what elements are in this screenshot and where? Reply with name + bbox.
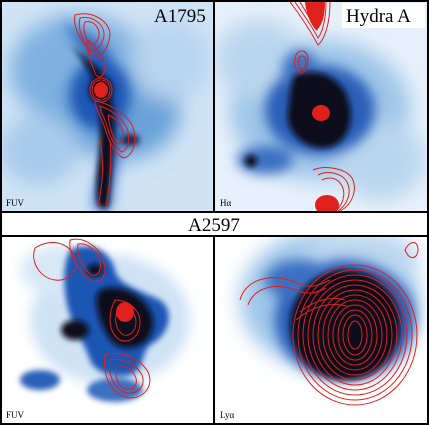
a1795-title: A1795 [154, 6, 206, 27]
a1795-contour-peak [94, 82, 108, 98]
panel-a2597-fuv: FUV [2, 237, 213, 423]
a1795-contour-rings [89, 77, 113, 103]
panel-hydra-a: Hα [215, 2, 427, 211]
a2597-title: A2597 [188, 215, 240, 236]
panel-a2597-lya: Lyα [215, 237, 427, 423]
a2597-lya-contours [239, 242, 419, 406]
hydra-title: Hydra A [346, 6, 411, 27]
a1795-band-label: FUV [6, 198, 25, 208]
a2597-fuv-contour-peak [116, 302, 134, 322]
a1795-contours [74, 13, 136, 206]
a2597-title-strip [2, 213, 427, 235]
hydra-contour-peaks [305, 2, 339, 211]
panel-a1795: FUV [2, 2, 213, 211]
hydra-title-box [342, 3, 425, 28]
a2597-lya-band-label: Lyα [220, 410, 235, 420]
hydra-band-label: Hα [220, 198, 231, 208]
a2597-fuv-band-label: FUV [6, 410, 25, 420]
a2597-fuv-contours [33, 238, 151, 399]
